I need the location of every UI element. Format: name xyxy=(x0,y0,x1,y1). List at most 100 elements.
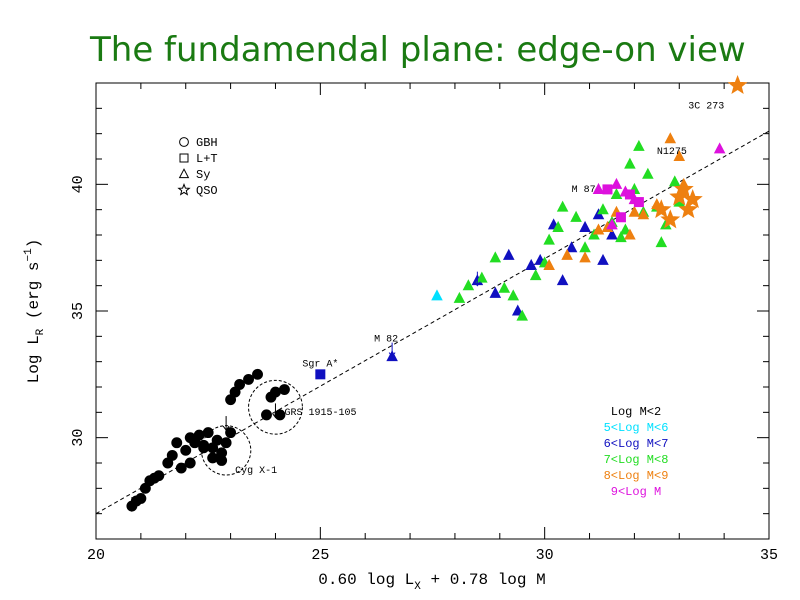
data-point xyxy=(516,309,529,321)
data-point xyxy=(624,157,636,169)
data-point xyxy=(606,218,618,230)
data-point xyxy=(489,251,502,263)
data-point xyxy=(565,241,578,253)
data-point xyxy=(628,205,641,217)
data-point xyxy=(664,132,677,144)
data-point xyxy=(507,289,520,301)
data-point xyxy=(211,434,223,446)
upper-limit-arrowhead xyxy=(272,413,279,419)
data-point xyxy=(543,258,555,270)
x-tick-label: 35 xyxy=(760,547,778,564)
data-point xyxy=(225,427,237,439)
x-axis-label-sub: X xyxy=(414,581,421,593)
data-point xyxy=(610,177,623,189)
data-point xyxy=(315,369,326,380)
x-tick-label: 30 xyxy=(536,547,554,564)
data-point xyxy=(207,452,219,464)
data-point xyxy=(252,368,263,380)
data-point xyxy=(673,178,694,198)
annotation-label: N1275 xyxy=(657,147,687,158)
y-axis-label-unit: (erg s xyxy=(25,261,43,328)
data-point xyxy=(529,269,542,281)
annotation-label: GRS 1915-105 xyxy=(284,408,356,419)
data-point xyxy=(498,281,511,293)
data-point xyxy=(624,189,635,200)
y-tick-label: 35 xyxy=(70,302,87,320)
y-tick-label: 40 xyxy=(70,175,87,193)
data-point xyxy=(660,209,681,229)
data-point xyxy=(678,199,699,219)
data-point xyxy=(234,379,246,390)
data-point xyxy=(135,493,147,504)
data-point xyxy=(243,373,254,385)
data-point xyxy=(570,210,582,222)
data-point xyxy=(682,189,703,209)
data-point xyxy=(637,208,650,220)
data-point xyxy=(713,142,726,154)
data-point xyxy=(633,139,645,151)
y-axis-label-main: Log L xyxy=(25,335,43,383)
data-point xyxy=(153,470,165,482)
data-point xyxy=(543,233,555,245)
data-point xyxy=(476,271,488,283)
data-point xyxy=(261,409,272,421)
data-point xyxy=(597,253,609,265)
data-point xyxy=(278,384,290,395)
data-point xyxy=(579,241,591,253)
data-point xyxy=(511,304,524,316)
x-axis-label: 0.60 log LX + 0.78 log M xyxy=(318,571,545,593)
mass-legend-label: 8<Log M<9 xyxy=(604,469,669,483)
data-point xyxy=(489,286,502,298)
data-point xyxy=(610,187,623,200)
mass-legend: Log M<2 5<Log M<6 6<Log M<7 7<Log M<8 8<Log … xyxy=(604,405,669,499)
data-point xyxy=(592,223,605,235)
x-axis-label-rest: + 0.78 log M xyxy=(421,571,546,589)
data-point xyxy=(642,167,654,179)
upper-limit-arrowhead xyxy=(222,425,230,431)
data-point xyxy=(556,200,569,212)
annotation-label: Sgr A* xyxy=(302,359,338,371)
data-point xyxy=(220,437,232,449)
data-point xyxy=(651,199,672,219)
data-point xyxy=(669,175,681,187)
data-point xyxy=(189,437,201,449)
page-title: The fundamendal plane: edge-on view xyxy=(90,30,746,70)
data-point xyxy=(462,279,475,291)
data-point xyxy=(592,182,605,194)
data-point xyxy=(502,248,515,260)
axis-ticks: 20 25 30 35 30 35 40 xyxy=(70,82,778,564)
data-point xyxy=(184,457,196,469)
data-point xyxy=(579,251,591,263)
annotation-label: M 87 xyxy=(572,185,596,196)
legend-symbol xyxy=(179,153,189,163)
type-legend: GBH L+T Sy QSO xyxy=(177,136,218,198)
annotation-label: 3C 273 xyxy=(688,101,724,112)
data-point xyxy=(552,220,564,232)
y-axis-label-end: ) xyxy=(25,239,43,249)
data-point xyxy=(525,258,537,270)
data-point xyxy=(597,203,609,215)
annotation-label: Cyg X-1 xyxy=(235,466,277,477)
legend-symbol xyxy=(178,168,190,179)
y-axis-label-sup: −1 xyxy=(23,248,35,262)
data-point xyxy=(602,184,613,195)
data-point xyxy=(727,75,748,95)
data-point xyxy=(270,386,281,398)
legend-symbol xyxy=(179,137,189,147)
mass-legend-label: 5<Log M<6 xyxy=(604,421,669,435)
data-point xyxy=(561,248,573,260)
data-point xyxy=(453,291,466,303)
upper-limit-arrows xyxy=(128,271,481,512)
data-point xyxy=(673,149,686,162)
mass-legend-label: 9<Log M xyxy=(611,485,661,499)
data-point xyxy=(180,444,192,456)
legend-symbol xyxy=(177,182,191,196)
mass-legend-label: Log M<2 xyxy=(611,405,661,419)
x-tick-label: 25 xyxy=(311,547,329,564)
data-point xyxy=(431,289,443,301)
data-point xyxy=(166,449,178,461)
data-point xyxy=(198,442,210,454)
y-axis-label: Log LR (erg s−1) xyxy=(23,239,47,384)
data-point xyxy=(606,228,618,240)
